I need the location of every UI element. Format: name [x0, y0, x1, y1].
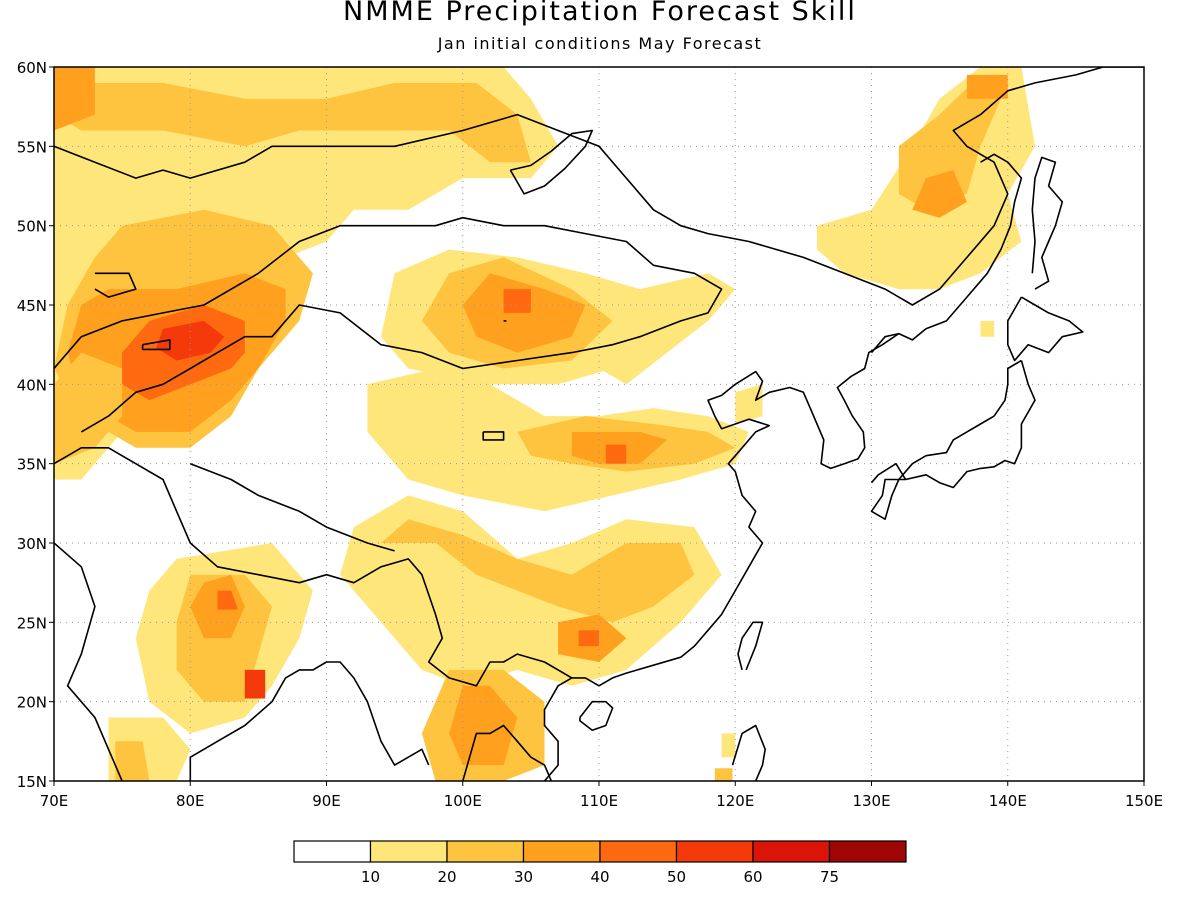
legend-swatch-3: [522, 840, 601, 863]
coastline: [141, 339, 171, 351]
skill-region-40-25: [217, 590, 238, 610]
color-legend: 10 20 30 40 50 60 75: [293, 840, 907, 886]
legend-label: 40: [590, 868, 609, 886]
lon-tick-label: 150E: [1125, 792, 1163, 810]
coastline: [579, 700, 614, 731]
skill-region-20-28: [115, 741, 150, 781]
skill-region-40-15: [605, 444, 627, 464]
skill-region-30-10: [462, 273, 586, 353]
coastline: [870, 462, 907, 484]
coastline-layer: [54, 67, 1144, 781]
skill-region-10-35: [721, 733, 736, 758]
lon-tick-label: 110E: [580, 792, 618, 810]
lon-tick-label: 130E: [852, 792, 890, 810]
lat-tick-label: 30N: [17, 535, 47, 553]
lat-tick-label: 45N: [17, 297, 47, 315]
skill-region-20-6: [54, 352, 123, 464]
coastline: [543, 153, 1023, 781]
lat-tick-label: 40N: [17, 376, 47, 394]
legend-swatch-6: [752, 840, 831, 863]
lon-tick-label: 70E: [40, 792, 69, 810]
chart-title: NMME Precipitation Forecast Skill: [343, 0, 857, 27]
skill-region-20-36: [714, 768, 733, 781]
coastline: [462, 724, 553, 781]
skill-region-10-33: [599, 273, 736, 385]
axis-tick-labels: 70E 80E 90E 100E 110E 120E 130E 140E 150E 15N 20N 2…: [17, 59, 1163, 810]
coastline: [54, 67, 1144, 306]
legend-swatch-0: [293, 840, 372, 863]
skill-region-50-5: [156, 320, 225, 361]
lat-tick-label: 60N: [17, 59, 47, 77]
skill-region-30-32: [966, 74, 1008, 99]
skill-region-30-31: [912, 170, 967, 218]
coastline: [870, 332, 899, 354]
skill-region-20-1: [54, 82, 531, 163]
coastline: [54, 542, 123, 781]
legend-label: 30: [514, 868, 533, 886]
skill-region-30-21: [449, 685, 518, 766]
legend-label: 60: [743, 868, 762, 886]
lat-tick-label: 20N: [17, 694, 47, 712]
coastline: [870, 359, 1036, 520]
lon-tick-label: 140E: [989, 792, 1027, 810]
lon-tick-label: 120E: [716, 792, 754, 810]
coastline: [94, 272, 137, 298]
coastline: [54, 447, 573, 687]
skill-region-10-34: [735, 384, 763, 424]
coastline: [1007, 296, 1084, 362]
coastline: [54, 216, 723, 433]
lat-tick-label: 55N: [17, 138, 47, 156]
lat-tick-label: 15N: [17, 773, 47, 791]
skill-region-20-30: [898, 74, 1008, 210]
coastline: [731, 724, 766, 781]
legend-swatch-4: [599, 840, 678, 863]
coastline: [509, 129, 593, 195]
coastline: [1031, 156, 1064, 290]
legend-label: 20: [437, 868, 456, 886]
skill-region-40-11: [503, 289, 531, 313]
skill-region-10-37: [980, 320, 995, 337]
coastline: [189, 661, 430, 781]
skill-region-10-0: [54, 67, 559, 480]
legend-label: 10: [361, 868, 380, 886]
skill-region-50-26: [244, 669, 266, 699]
chart-subtitle: Jan initial conditions May Forecast: [437, 34, 763, 53]
legend-swatch-2: [446, 840, 525, 863]
lon-tick-label: 90E: [312, 792, 341, 810]
legend-label: 50: [667, 868, 686, 886]
legend-label: 75: [820, 868, 839, 886]
lat-tick-label: 50N: [17, 218, 47, 236]
skill-shading-layer: [54, 67, 1035, 781]
lat-tick-label: 25N: [17, 614, 47, 632]
legend-swatch-7: [828, 840, 907, 863]
lon-tick-label: 100E: [444, 792, 482, 810]
coastline: [190, 462, 395, 552]
skill-region-30-7: [54, 67, 95, 131]
legend-swatch-5: [675, 840, 754, 863]
legend-swatch-1: [369, 840, 448, 863]
skill-region-40-19: [578, 630, 599, 647]
lat-tick-label: 35N: [17, 456, 47, 474]
lon-tick-label: 80E: [176, 792, 205, 810]
skill-region-20-17: [381, 519, 695, 623]
coastline: [482, 431, 505, 441]
coastline: [737, 621, 764, 671]
